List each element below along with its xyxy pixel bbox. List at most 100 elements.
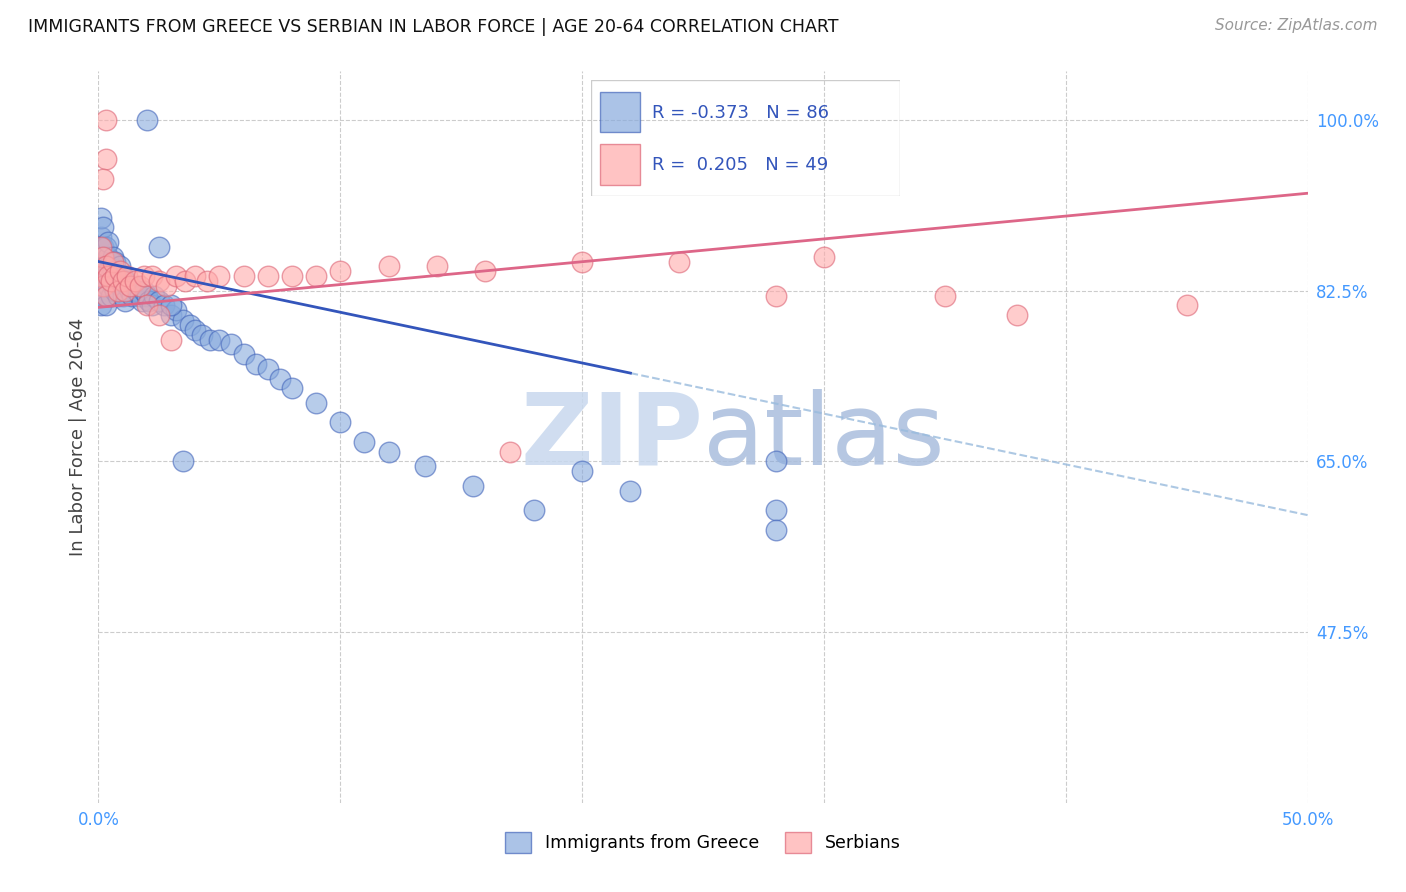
Point [91, 171, 114, 186]
Point [101, 264, 124, 278]
Point [619, 483, 641, 498]
Point [765, 523, 787, 537]
Point [1007, 308, 1029, 322]
Point [174, 274, 197, 288]
Bar [600, 144, 640, 185]
Point [90, 288, 112, 302]
Point [91, 240, 114, 254]
Point [97, 250, 120, 264]
Point [90, 254, 112, 268]
Point [100, 254, 122, 268]
Point [107, 269, 129, 284]
Point [256, 361, 278, 376]
Text: R =  0.205   N = 49: R = 0.205 N = 49 [652, 156, 828, 174]
Point [91, 279, 114, 293]
Point [208, 333, 231, 347]
Point [329, 416, 352, 430]
Point [148, 293, 170, 308]
Point [160, 308, 183, 322]
Point [111, 288, 134, 302]
Point [195, 274, 218, 288]
Point [111, 269, 134, 284]
Point [97, 235, 120, 249]
Point [571, 254, 593, 268]
Point [114, 284, 136, 298]
Point [124, 279, 146, 293]
Point [117, 269, 139, 284]
Point [172, 313, 194, 327]
Point [94, 152, 117, 166]
Point [377, 444, 399, 458]
Point [127, 284, 149, 298]
Point [117, 279, 139, 293]
Point [765, 503, 787, 517]
Point [152, 298, 174, 312]
Point [160, 333, 183, 347]
Point [184, 269, 207, 284]
Point [135, 298, 157, 312]
Point [305, 269, 328, 284]
Point [107, 284, 129, 298]
Point [91, 279, 114, 293]
Point [100, 269, 122, 284]
Point [934, 288, 956, 302]
Point [100, 288, 122, 302]
Point [104, 269, 127, 284]
Point [221, 337, 243, 351]
Point [94, 288, 117, 302]
Point [463, 479, 485, 493]
Point [256, 269, 278, 284]
Point [413, 459, 436, 474]
Point [91, 250, 114, 264]
Point [191, 327, 214, 342]
Point [90, 269, 112, 284]
Point [101, 250, 124, 264]
Point [104, 284, 127, 298]
Point [90, 279, 112, 293]
Point [160, 298, 183, 312]
Point [91, 288, 114, 302]
Point [94, 260, 117, 274]
Point [148, 240, 170, 254]
Point [94, 288, 117, 302]
Point [765, 288, 787, 302]
Text: R = -0.373   N = 86: R = -0.373 N = 86 [652, 103, 830, 121]
Text: Source: ZipAtlas.com: Source: ZipAtlas.com [1215, 18, 1378, 33]
Point [165, 269, 187, 284]
Point [765, 454, 787, 468]
Point [172, 454, 194, 468]
Point [1175, 298, 1198, 312]
Point [111, 274, 134, 288]
Point [143, 288, 166, 302]
Point [353, 434, 375, 449]
Point [232, 269, 254, 284]
Text: ZIP: ZIP [520, 389, 703, 485]
Point [571, 464, 593, 478]
Point [118, 279, 141, 293]
Point [94, 240, 117, 254]
Point [134, 269, 156, 284]
Point [104, 254, 127, 268]
Point [135, 113, 157, 128]
Point [232, 347, 254, 361]
Point [118, 284, 141, 298]
Point [184, 323, 207, 337]
Point [128, 288, 150, 302]
Point [94, 298, 117, 312]
Point [90, 240, 112, 254]
Point [813, 250, 835, 264]
Point [108, 279, 131, 293]
Point [269, 371, 291, 385]
Point [90, 230, 112, 244]
Point [198, 333, 221, 347]
Text: IMMIGRANTS FROM GREECE VS SERBIAN IN LABOR FORCE | AGE 20-64 CORRELATION CHART: IMMIGRANTS FROM GREECE VS SERBIAN IN LAB… [28, 18, 838, 36]
Point [91, 250, 114, 264]
Point [281, 269, 304, 284]
Point [90, 250, 112, 264]
Point [124, 274, 146, 288]
Point [121, 288, 143, 302]
Point [155, 279, 177, 293]
Point [94, 269, 117, 284]
Text: atlas: atlas [703, 389, 945, 485]
Point [97, 269, 120, 284]
